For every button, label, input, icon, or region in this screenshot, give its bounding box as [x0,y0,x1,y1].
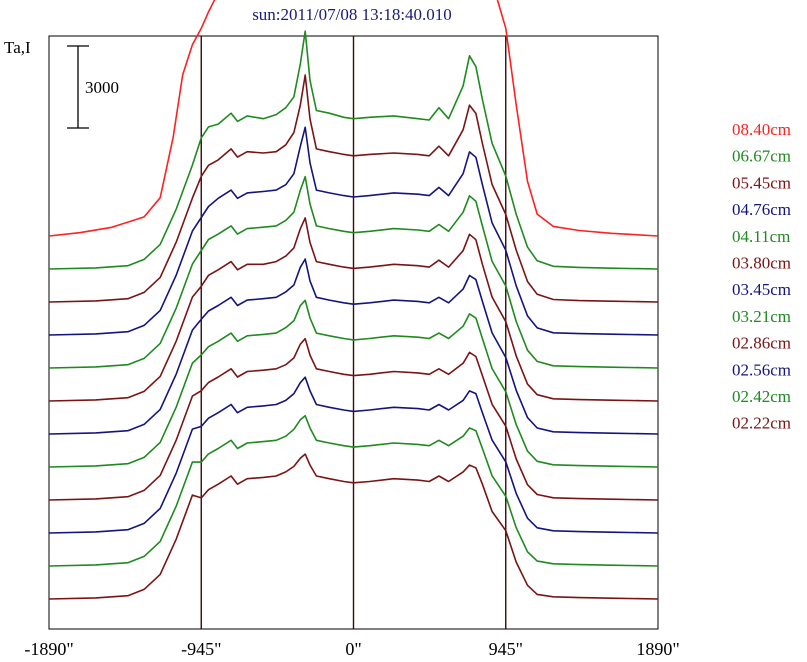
x-tick-labels: -1890" -945" 0" 945" 1890" [24,639,679,659]
legend-entry: 02.22cm [732,414,791,433]
x-tick-label: -1890" [24,639,73,659]
legend-entry: 05.45cm [732,173,791,192]
series-line [48,0,659,237]
chart-title: sun:2011/07/08 13:18:40.010 [252,5,452,24]
legend-entry: 03.80cm [732,254,791,273]
series-traces [48,0,659,600]
y-axis-label: Ta,I [4,38,31,57]
series-line [48,337,659,501]
series-line [48,414,659,567]
legend-entry: 03.45cm [732,280,791,299]
x-tick-label: 0" [345,639,361,659]
scale-bar: 3000 [67,45,119,129]
legend-entry: 08.40cm [732,120,791,139]
series-line [48,258,659,435]
series-line [48,217,659,402]
x-tick-label: 1890" [636,639,679,659]
legend-entry: 02.42cm [732,387,791,406]
legend-entry: 06.67cm [732,147,791,166]
x-tick-label: 945" [489,639,523,659]
legend-entry: 03.21cm [732,307,791,326]
series-line [48,126,659,336]
legend-entry: 02.56cm [732,360,791,379]
series-line [48,30,659,270]
series-line [48,299,659,468]
series-line [48,175,659,369]
legend: 08.40cm 06.67cm 05.45cm 04.76cm 04.11cm 03.80… [732,120,791,433]
series-line [48,74,659,303]
legend-entry: 04.11cm [732,227,790,246]
series-line [48,453,659,600]
legend-entry: 02.86cm [732,334,791,353]
legend-entry: 04.76cm [732,200,791,219]
vertical-marker-lines [200,36,507,629]
x-tick-label: -945" [181,639,221,659]
scale-bar-label: 3000 [85,78,119,97]
series-line [48,376,659,534]
